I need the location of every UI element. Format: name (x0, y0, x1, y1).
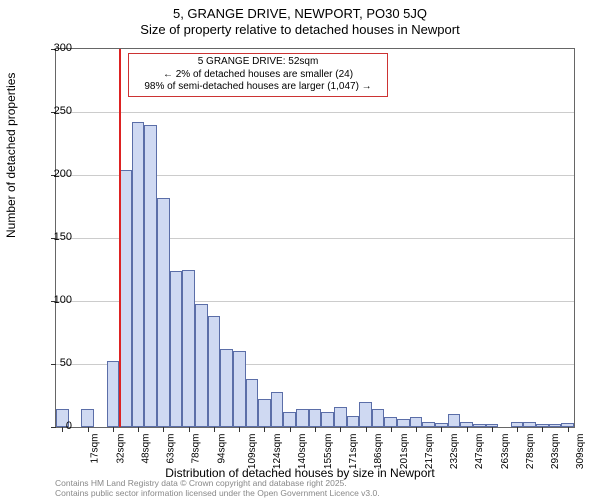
x-tick-mark (113, 427, 114, 432)
x-tick-label: 94sqm (216, 434, 227, 464)
x-tick-label: 124sqm (272, 434, 283, 470)
histogram-bar (271, 392, 284, 427)
histogram-bar (246, 379, 259, 427)
x-tick-label: 48sqm (140, 434, 151, 464)
x-tick-mark (366, 427, 367, 432)
x-tick-mark (416, 427, 417, 432)
x-tick-mark (264, 427, 265, 432)
histogram-bar (410, 417, 423, 427)
gridline (56, 112, 574, 113)
histogram-bar (182, 270, 195, 428)
histogram-bar (523, 422, 536, 427)
histogram-bar (144, 125, 157, 427)
y-axis-label: Number of detached properties (4, 73, 18, 238)
histogram-bar (359, 402, 372, 427)
x-tick-mark (517, 427, 518, 432)
histogram-bar (81, 409, 94, 427)
y-tick-label: 50 (42, 357, 72, 369)
histogram-plot: 5 GRANGE DRIVE: 52sqm← 2% of detached ho… (55, 48, 575, 428)
histogram-bar (283, 412, 296, 427)
histogram-bar (372, 409, 385, 427)
histogram-bar (208, 316, 221, 427)
y-tick-label: 150 (42, 231, 72, 243)
x-tick-label: 17sqm (90, 434, 101, 464)
histogram-bar (107, 361, 120, 427)
histogram-bar (334, 407, 347, 427)
x-tick-mark (290, 427, 291, 432)
x-tick-mark (467, 427, 468, 432)
x-tick-label: 109sqm (247, 434, 258, 470)
x-tick-mark (189, 427, 190, 432)
histogram-bar (170, 271, 183, 427)
histogram-bar (473, 424, 486, 427)
y-tick-label: 300 (42, 42, 72, 54)
x-tick-mark (315, 427, 316, 432)
x-tick-mark (568, 427, 569, 432)
title-address: 5, GRANGE DRIVE, NEWPORT, PO30 5JQ (0, 6, 600, 22)
y-tick-label: 100 (42, 294, 72, 306)
x-tick-label: 278sqm (525, 434, 536, 470)
property-marker-line (119, 49, 121, 427)
x-tick-label: 247sqm (474, 434, 485, 470)
x-tick-label: 155sqm (323, 434, 334, 470)
x-tick-mark (88, 427, 89, 432)
x-tick-label: 140sqm (298, 434, 309, 470)
histogram-bar (422, 422, 435, 427)
x-tick-label: 171sqm (348, 434, 359, 470)
x-tick-mark (542, 427, 543, 432)
x-tick-label: 201sqm (399, 434, 410, 470)
x-tick-mark (214, 427, 215, 432)
annotation-box: 5 GRANGE DRIVE: 52sqm← 2% of detached ho… (128, 53, 388, 97)
x-tick-label: 32sqm (115, 434, 126, 464)
y-tick-label: 250 (42, 105, 72, 117)
x-tick-mark (163, 427, 164, 432)
x-tick-label: 63sqm (166, 434, 177, 464)
histogram-bar (321, 412, 334, 427)
x-tick-mark (239, 427, 240, 432)
histogram-bar (258, 399, 271, 427)
x-tick-label: 78sqm (191, 434, 202, 464)
y-tick-label: 200 (42, 168, 72, 180)
histogram-bar (132, 122, 145, 427)
histogram-bar (233, 351, 246, 427)
x-tick-mark (391, 427, 392, 432)
histogram-bar (384, 417, 397, 427)
annotation-line: 5 GRANGE DRIVE: 52sqm (135, 56, 381, 69)
histogram-bar (397, 419, 410, 427)
histogram-bar (448, 414, 461, 427)
histogram-bar (296, 409, 309, 427)
histogram-bar (195, 304, 208, 427)
x-tick-mark (340, 427, 341, 432)
x-tick-label: 293sqm (550, 434, 561, 470)
histogram-bar (309, 409, 322, 427)
title-subtitle: Size of property relative to detached ho… (0, 22, 600, 38)
histogram-bar (220, 349, 233, 427)
y-tick-label: 0 (42, 420, 72, 432)
histogram-bar (549, 424, 562, 427)
x-tick-mark (441, 427, 442, 432)
x-tick-mark (138, 427, 139, 432)
histogram-bar (157, 198, 170, 427)
x-tick-mark (492, 427, 493, 432)
attribution-line-2: Contains public sector information licen… (55, 489, 380, 499)
x-tick-label: 232sqm (449, 434, 460, 470)
annotation-line: ← 2% of detached houses are smaller (24) (135, 69, 381, 82)
attribution-text: Contains HM Land Registry data © Crown c… (55, 479, 380, 499)
histogram-bar (347, 416, 360, 427)
x-tick-label: 186sqm (373, 434, 384, 470)
x-tick-label: 309sqm (575, 434, 586, 470)
annotation-line: 98% of semi-detached houses are larger (… (135, 81, 381, 94)
x-tick-label: 263sqm (500, 434, 511, 470)
chart-title-block: 5, GRANGE DRIVE, NEWPORT, PO30 5JQ Size … (0, 0, 600, 39)
x-tick-label: 217sqm (424, 434, 435, 470)
